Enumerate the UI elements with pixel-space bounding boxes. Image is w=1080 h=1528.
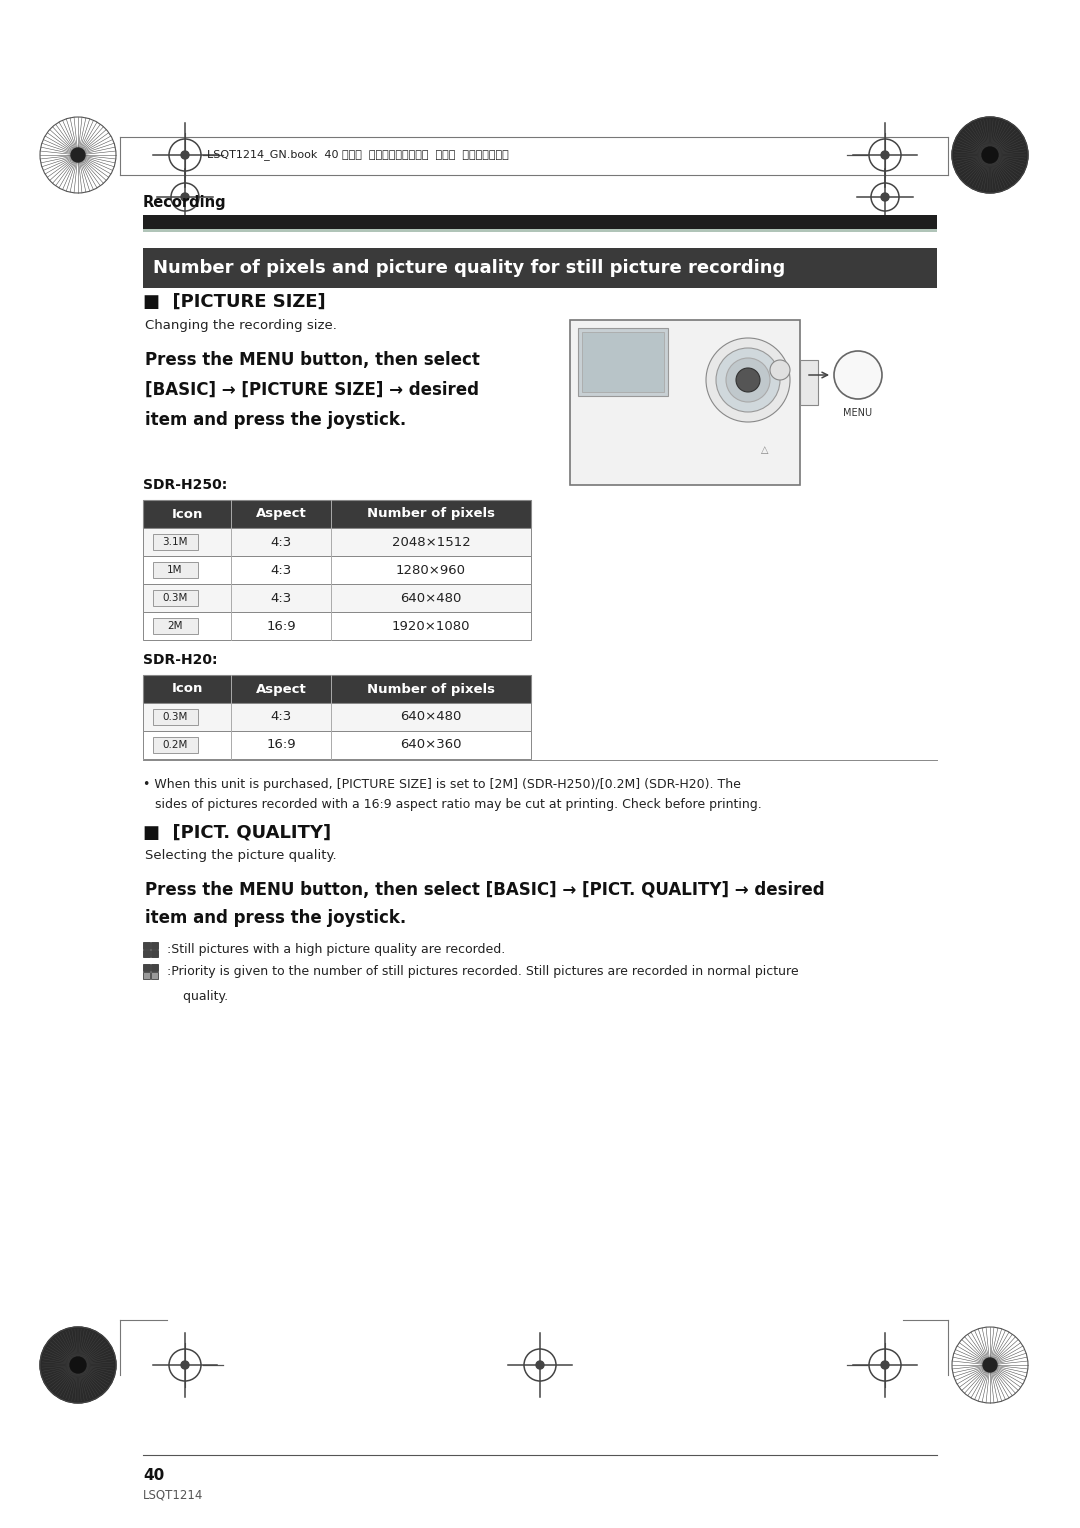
Bar bbox=[151, 941, 158, 949]
Text: 3.1M: 3.1M bbox=[162, 536, 188, 547]
Text: △: △ bbox=[761, 445, 769, 455]
Text: 4:3: 4:3 bbox=[270, 564, 292, 576]
Circle shape bbox=[834, 351, 882, 399]
Circle shape bbox=[181, 151, 189, 159]
Circle shape bbox=[881, 151, 889, 159]
Circle shape bbox=[881, 1361, 889, 1369]
Circle shape bbox=[71, 148, 85, 162]
Bar bbox=[143, 556, 531, 584]
Text: SDR-H250:: SDR-H250: bbox=[143, 478, 227, 492]
Circle shape bbox=[40, 1326, 116, 1403]
Text: 1280×960: 1280×960 bbox=[396, 564, 465, 576]
Circle shape bbox=[881, 193, 889, 202]
Text: ■  [PICT. QUALITY]: ■ [PICT. QUALITY] bbox=[143, 824, 332, 840]
Bar bbox=[143, 248, 937, 287]
Bar bbox=[143, 584, 531, 613]
Bar bbox=[578, 329, 669, 396]
Text: 2M: 2M bbox=[167, 620, 183, 631]
Bar bbox=[151, 950, 158, 957]
Bar bbox=[143, 964, 150, 970]
Circle shape bbox=[951, 118, 1028, 193]
Text: 1920×1080: 1920×1080 bbox=[392, 619, 470, 633]
Text: LSQT1214_GN.book  40 ページ  ２００７年２月８日  木曜日  午後８時５０分: LSQT1214_GN.book 40 ページ ２００７年２月８日 木曜日 午後… bbox=[207, 150, 509, 160]
Text: Selecting the picture quality.: Selecting the picture quality. bbox=[145, 848, 337, 862]
Text: MENU: MENU bbox=[843, 408, 873, 419]
Text: Number of pixels and picture quality for still picture recording: Number of pixels and picture quality for… bbox=[153, 260, 785, 277]
Text: 0.3M: 0.3M bbox=[162, 712, 188, 723]
Bar bbox=[153, 590, 198, 607]
Bar bbox=[153, 533, 198, 550]
Text: item and press the joystick.: item and press the joystick. bbox=[145, 411, 406, 429]
Circle shape bbox=[181, 193, 189, 202]
Text: • When this unit is purchased, [PICTURE SIZE] is set to [2M] (SDR-H250)/[0.2M] (: • When this unit is purchased, [PICTURE … bbox=[143, 778, 741, 792]
Bar bbox=[143, 972, 150, 979]
Bar bbox=[153, 617, 198, 634]
Bar bbox=[143, 529, 531, 556]
Circle shape bbox=[706, 338, 789, 422]
Bar bbox=[151, 964, 158, 970]
Bar bbox=[143, 941, 150, 949]
Text: Changing the recording size.: Changing the recording size. bbox=[145, 318, 337, 332]
Circle shape bbox=[770, 361, 789, 380]
Bar bbox=[143, 675, 531, 703]
Text: Recording: Recording bbox=[143, 196, 227, 211]
Text: 4:3: 4:3 bbox=[270, 535, 292, 549]
Circle shape bbox=[982, 147, 998, 163]
Bar bbox=[143, 229, 937, 232]
Text: Number of pixels: Number of pixels bbox=[367, 683, 495, 695]
Text: :Still pictures with a high picture quality are recorded.: :Still pictures with a high picture qual… bbox=[163, 943, 505, 957]
Text: LSQT1214: LSQT1214 bbox=[143, 1488, 203, 1502]
Bar bbox=[153, 562, 198, 578]
Circle shape bbox=[726, 358, 770, 402]
Text: sides of pictures recorded with a 16:9 aspect ratio may be cut at printing. Chec: sides of pictures recorded with a 16:9 a… bbox=[143, 798, 761, 811]
Text: 640×480: 640×480 bbox=[401, 591, 461, 605]
Text: 2048×1512: 2048×1512 bbox=[392, 535, 471, 549]
Text: Icon: Icon bbox=[172, 683, 203, 695]
Text: :Priority is given to the number of still pictures recorded. Still pictures are : :Priority is given to the number of stil… bbox=[163, 966, 798, 978]
Text: 40: 40 bbox=[143, 1467, 164, 1482]
Bar bbox=[582, 332, 664, 393]
Text: 16:9: 16:9 bbox=[266, 619, 296, 633]
Text: [BASIC] → [PICTURE SIZE] → desired: [BASIC] → [PICTURE SIZE] → desired bbox=[145, 380, 480, 399]
Text: 0.3M: 0.3M bbox=[162, 593, 188, 604]
Text: 640×360: 640×360 bbox=[401, 738, 462, 752]
Bar bbox=[143, 500, 531, 529]
Bar bbox=[153, 736, 198, 753]
Text: Press the MENU button, then select: Press the MENU button, then select bbox=[145, 351, 480, 368]
Circle shape bbox=[536, 1361, 544, 1369]
Bar bbox=[143, 730, 531, 759]
Text: 0.2M: 0.2M bbox=[162, 740, 188, 750]
Bar bbox=[143, 703, 531, 730]
Text: 4:3: 4:3 bbox=[270, 591, 292, 605]
Text: 4:3: 4:3 bbox=[270, 711, 292, 723]
Text: 640×480: 640×480 bbox=[401, 711, 461, 723]
Circle shape bbox=[735, 368, 760, 393]
Text: 1M: 1M bbox=[167, 565, 183, 575]
Bar bbox=[143, 950, 150, 957]
Text: Number of pixels: Number of pixels bbox=[367, 507, 495, 521]
Circle shape bbox=[983, 1358, 997, 1372]
Bar bbox=[570, 319, 800, 484]
Circle shape bbox=[716, 348, 780, 413]
Circle shape bbox=[70, 1357, 86, 1374]
Text: 16:9: 16:9 bbox=[266, 738, 296, 752]
Text: Aspect: Aspect bbox=[256, 683, 307, 695]
Bar bbox=[800, 361, 818, 405]
Text: ■  [PICTURE SIZE]: ■ [PICTURE SIZE] bbox=[143, 293, 326, 312]
Bar bbox=[143, 613, 531, 640]
Text: quality.: quality. bbox=[163, 990, 228, 1002]
Text: Aspect: Aspect bbox=[256, 507, 307, 521]
Text: Icon: Icon bbox=[172, 507, 203, 521]
Circle shape bbox=[181, 1361, 189, 1369]
Text: item and press the joystick.: item and press the joystick. bbox=[145, 909, 406, 927]
Bar bbox=[153, 709, 198, 724]
Bar bbox=[143, 215, 937, 229]
Bar bbox=[151, 972, 158, 979]
Text: Press the MENU button, then select [BASIC] → [PICT. QUALITY] → desired: Press the MENU button, then select [BASI… bbox=[145, 882, 825, 898]
Text: SDR-H20:: SDR-H20: bbox=[143, 652, 217, 668]
